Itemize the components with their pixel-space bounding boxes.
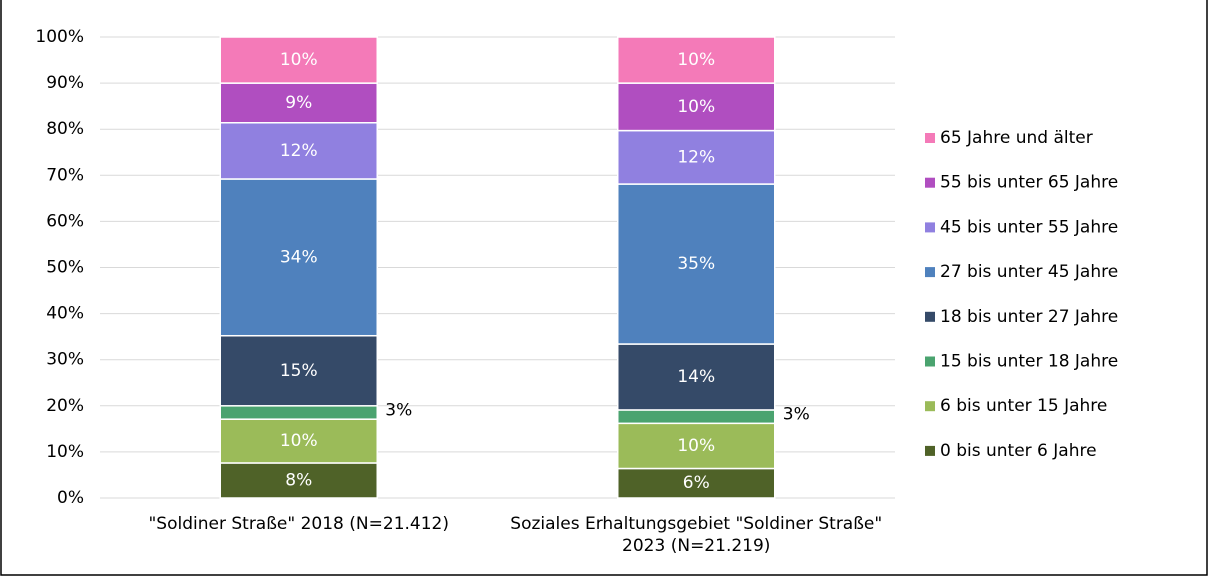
bar-segment [617,82,776,132]
legend-label: 65 Jahre und älter [940,128,1093,148]
data-label: 34% [280,247,318,267]
bar-segment [219,36,378,84]
data-label: 10% [280,431,318,451]
bar-segment [219,121,378,180]
y-tick-label: 100% [35,27,84,47]
y-tick-label: 60% [46,211,84,231]
bar-segment [617,36,776,84]
bar-segment [617,343,776,411]
x-tick-label: Soziales Erhaltungsgebiet "Soldiner Stra… [510,514,883,556]
data-label: 15% [280,361,318,381]
data-label: 10% [280,50,318,70]
data-label: 10% [677,50,715,70]
bar-segment [219,334,378,407]
data-label: 10% [677,97,715,117]
legend-label: 55 bis unter 65 Jahre [940,173,1118,193]
bar-segment [219,418,378,464]
legend-swatch [925,133,935,143]
legend-swatch [925,356,935,367]
bar-segment [617,129,776,185]
y-tick-label: 80% [46,119,84,139]
legend-label: 0 bis unter 6 Jahre [940,441,1097,461]
legend-swatch [925,267,935,278]
y-tick-label: 0% [57,488,84,508]
y-tick-label: 50% [46,258,84,278]
legend-label: 6 bis unter 15 Jahre [940,396,1107,416]
data-label: 3% [783,405,810,425]
y-tick-label: 20% [46,396,84,416]
legend-label: 45 bis unter 55 Jahre [940,217,1118,237]
data-label: 12% [280,141,318,161]
legend-swatch [925,311,935,322]
y-tick-label: 30% [46,350,84,370]
data-label: 3% [385,400,412,420]
y-tick-label: 40% [46,304,84,324]
bar-segment [219,462,378,499]
legend-swatch [925,445,935,456]
data-label: 9% [285,93,312,113]
legend-label: 18 bis unter 27 Jahre [940,307,1118,327]
data-label: 14% [677,367,715,387]
x-tick-label: "Soldiner Straße" 2018 (N=21.412) [148,514,449,534]
y-tick-label: 70% [46,165,84,185]
bar-segment [617,409,776,425]
data-label: 10% [677,436,715,456]
data-label: 6% [683,473,710,493]
data-label: 35% [677,254,715,274]
y-tick-label: 90% [46,73,84,93]
bar-segment [219,178,378,337]
bar-segment [617,183,776,345]
legend-swatch [925,401,935,412]
legend-swatch [925,222,935,233]
y-tick-label: 10% [46,442,84,462]
data-label: 12% [677,147,715,167]
legend-label: 27 bis unter 45 Jahre [940,262,1118,282]
bar-segment [219,405,378,420]
legend-label: 15 bis unter 18 Jahre [940,352,1118,372]
legend-swatch [925,177,935,188]
data-label: 8% [285,470,312,490]
